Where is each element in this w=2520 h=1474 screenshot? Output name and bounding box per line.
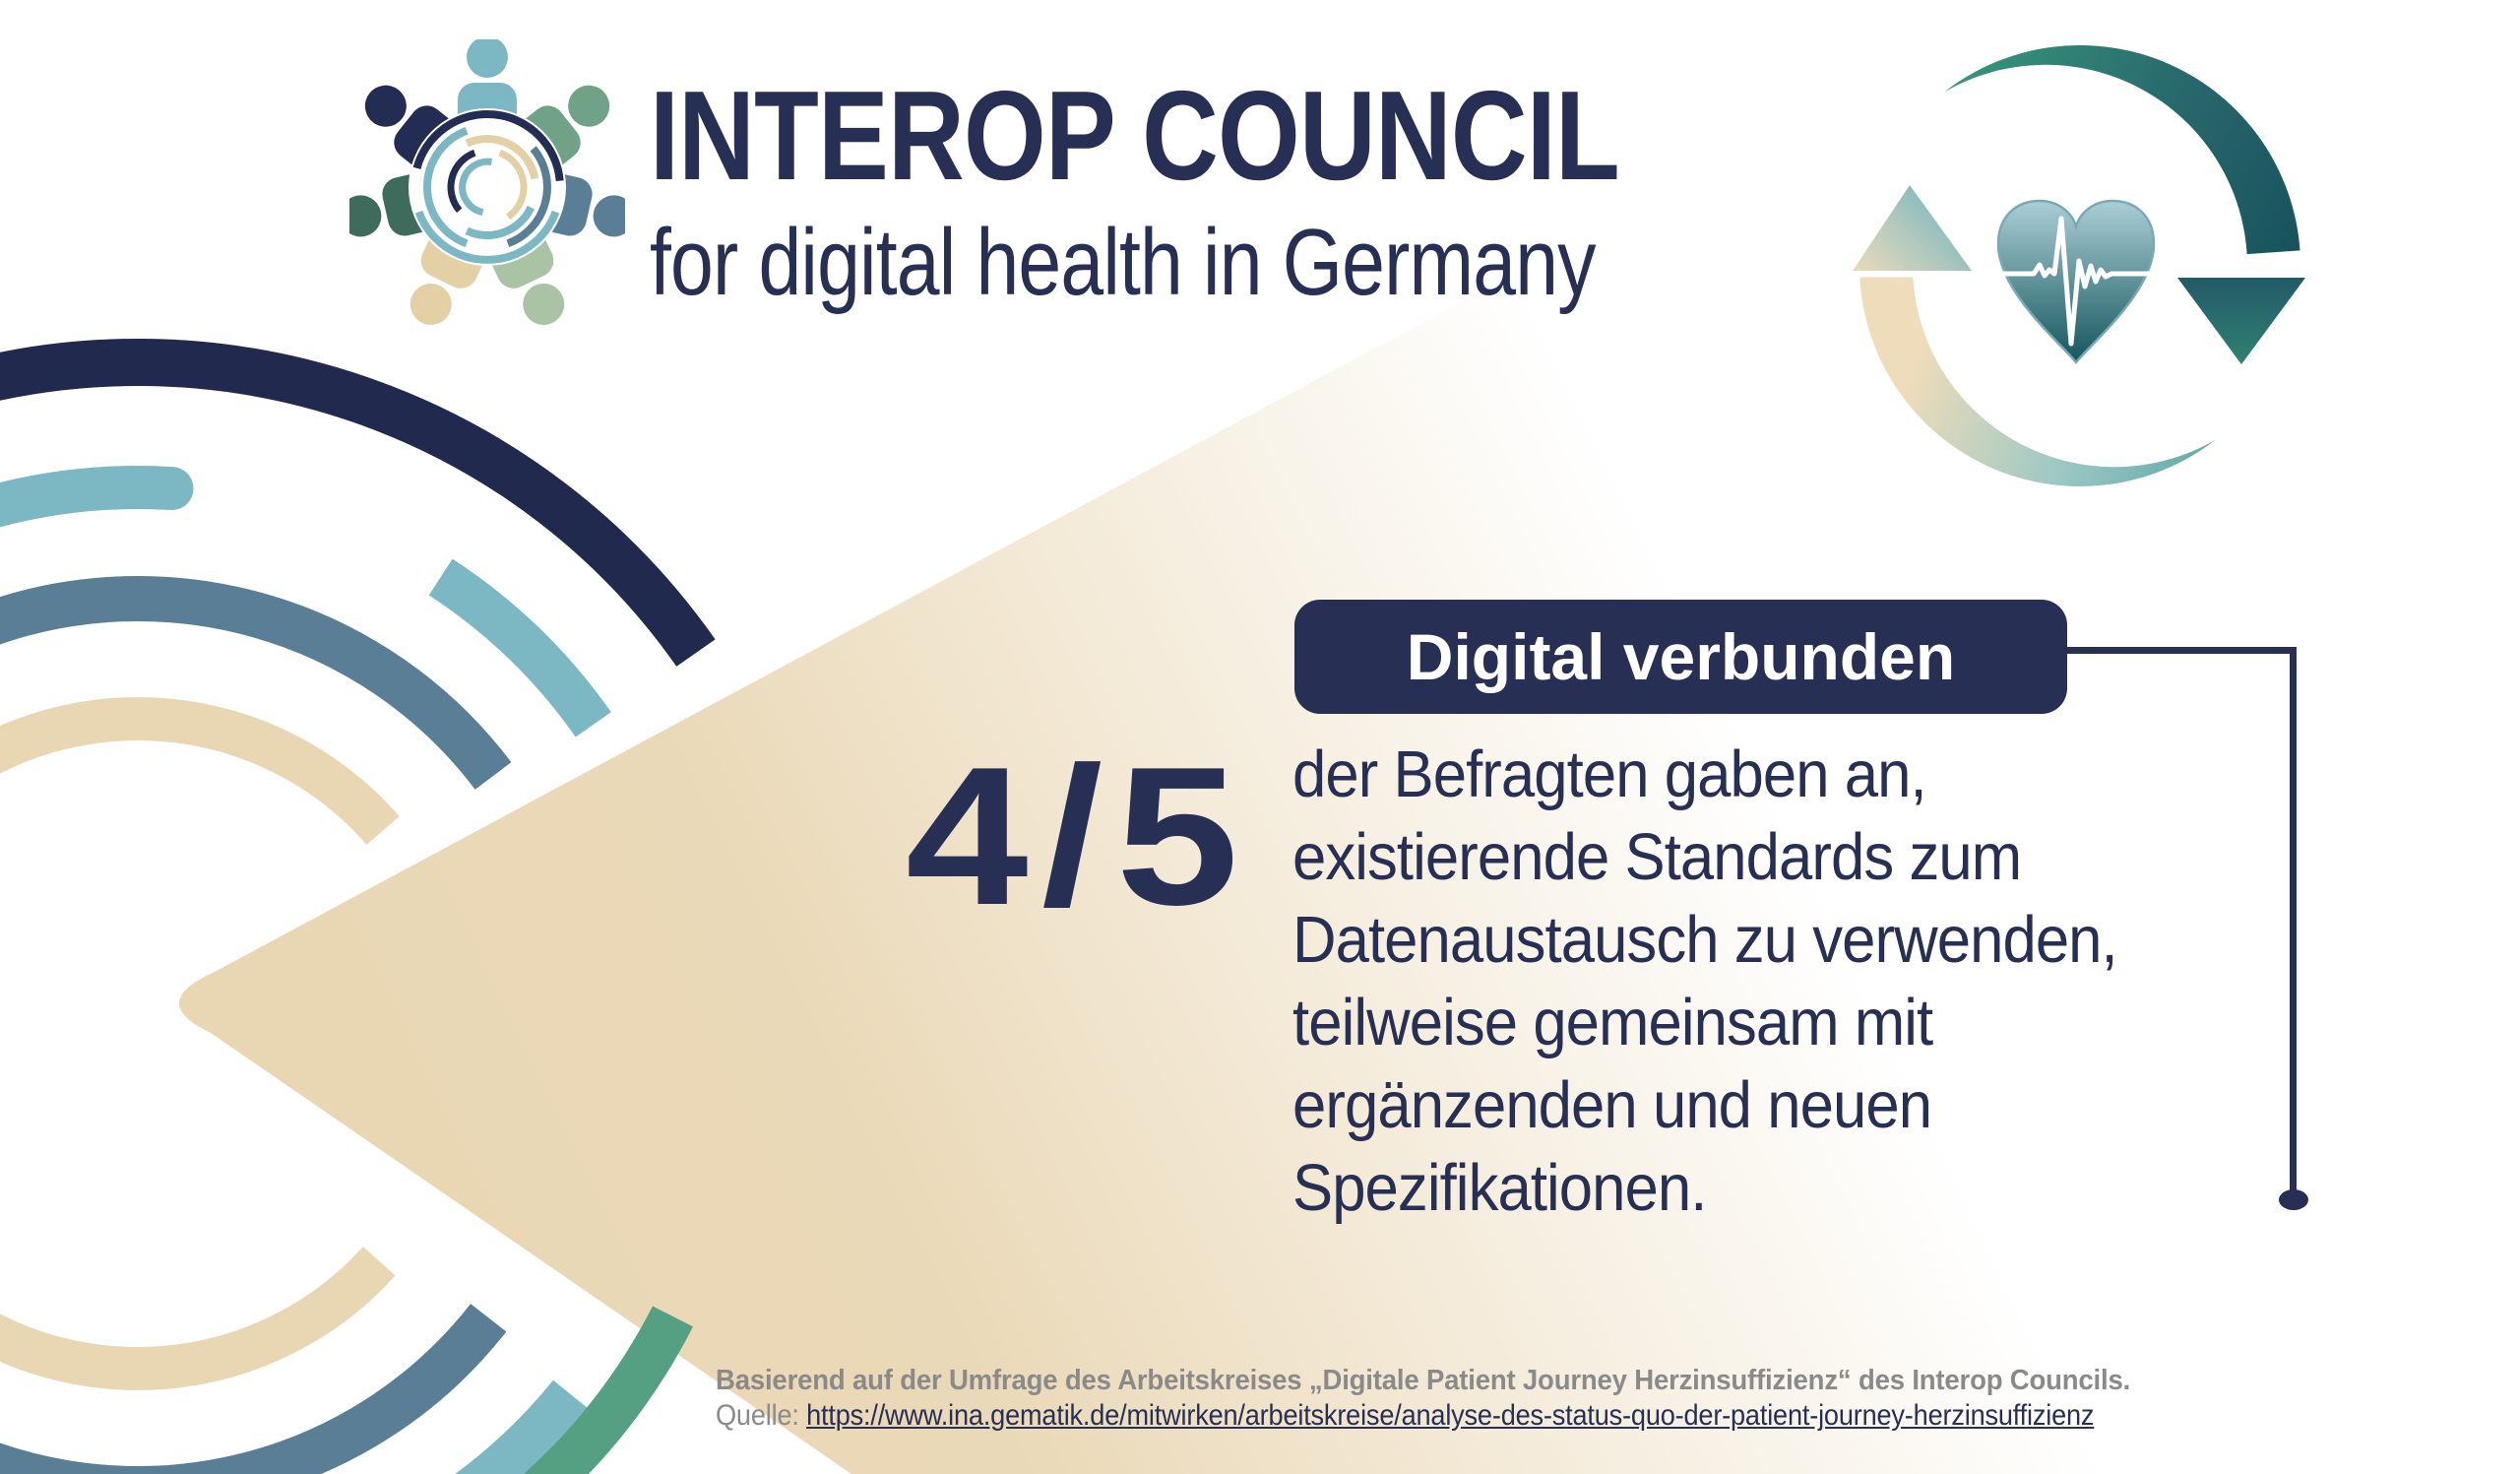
connector-endpoint-dot	[2279, 1189, 2308, 1210]
ekg-pulse-line	[1995, 216, 2159, 347]
stat-line: Datenaustausch zu verwenden,	[1292, 903, 2118, 977]
stat-line: ergänzenden und neuen	[1292, 1068, 1932, 1142]
stat-description: der Befragten gaben an, existierende Sta…	[1292, 734, 2118, 1230]
up-arrow	[1853, 185, 1972, 271]
heart-pulse-cycle-icon	[1851, 44, 2307, 486]
down-arrow	[2177, 278, 2305, 364]
cycle-arc-bottom	[1859, 274, 2216, 486]
source-label: Quelle:	[716, 1399, 799, 1432]
footer-basis-text: Basierend auf der Umfrage des Arbeitskre…	[716, 1365, 2131, 1396]
stat-line: Spezifikationen.	[1292, 1151, 1707, 1225]
page-title: INTEROP COUNCIL	[650, 65, 1620, 207]
callout-badge: Digital verbunden	[1294, 600, 2067, 714]
stat-line: der Befragten gaben an,	[1292, 737, 1927, 811]
cycle-arc-top	[1944, 44, 2300, 255]
stat-value: 4/5	[906, 727, 1252, 946]
logo-spiral-arcs	[412, 110, 564, 264]
connector-line-vertical	[2290, 647, 2297, 1190]
interop-council-logo-icon	[349, 39, 625, 325]
stat-line: teilweise gemeinsam mit	[1292, 986, 1933, 1059]
page-subtitle: for digital health in Germany	[650, 210, 1597, 315]
beige-triangle	[179, 0, 2166, 1474]
stat-line: existierende Standards zum	[1292, 820, 2022, 894]
footer-source-line: Quelle: https://www.ina.gematik.de/mitwi…	[716, 1397, 2094, 1435]
callout-badge-label: Digital verbunden	[1406, 620, 1956, 693]
connector-line-horizontal	[2067, 647, 2296, 654]
source-url-link[interactable]: https://www.ina.gematik.de/mitwirken/arb…	[806, 1399, 2095, 1432]
